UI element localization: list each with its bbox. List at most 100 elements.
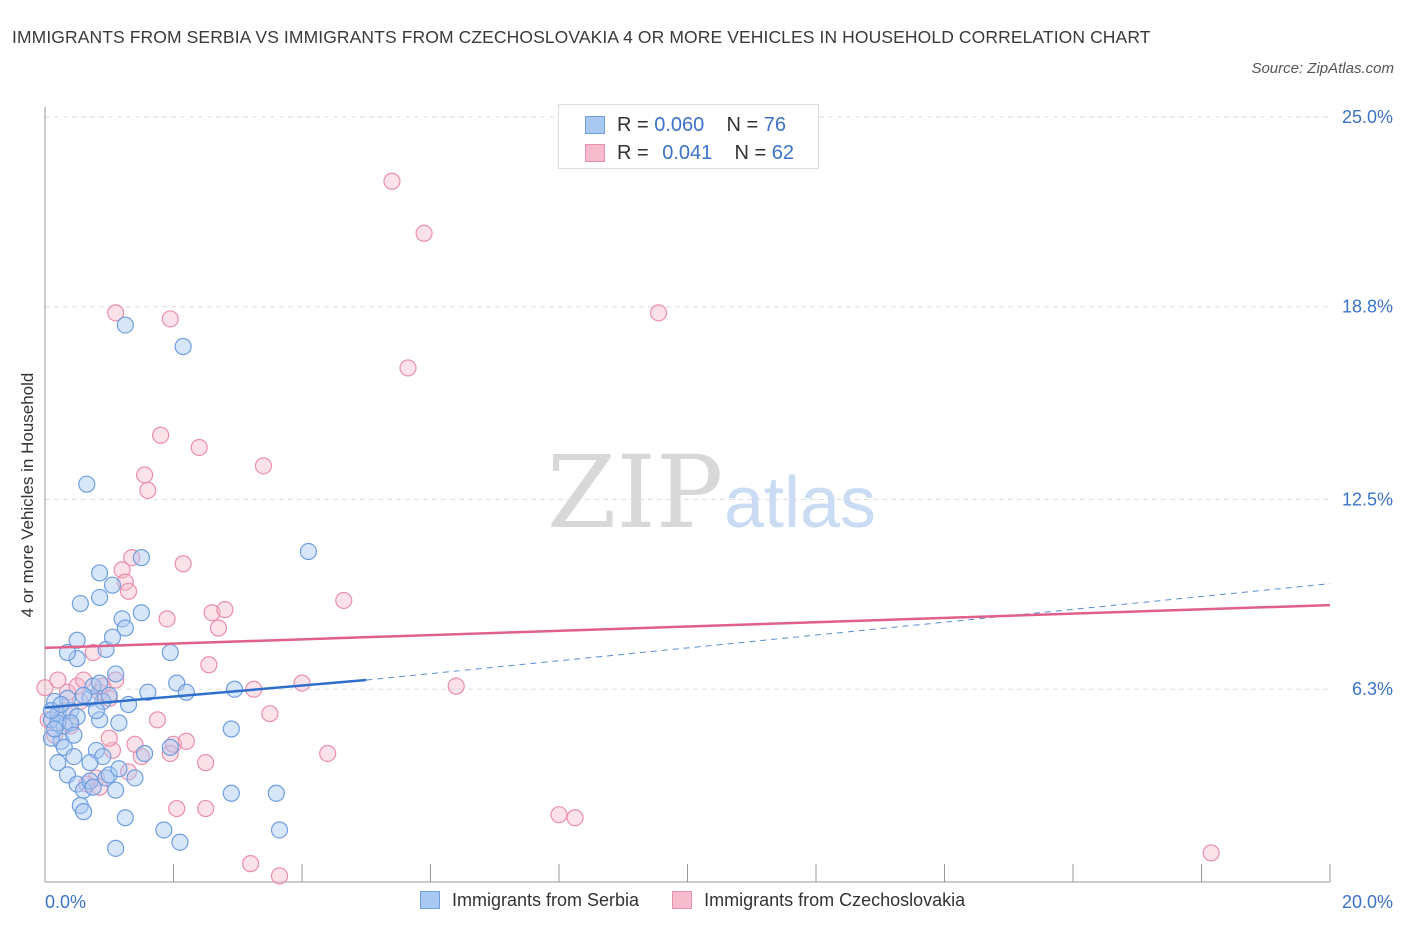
serbia-data-point[interactable] <box>103 576 122 594</box>
serbia-data-point[interactable] <box>110 760 128 778</box>
serbia-data-point[interactable] <box>155 821 173 839</box>
serbia-data-point[interactable] <box>91 564 109 582</box>
serbia-data-point[interactable] <box>68 650 86 668</box>
czech-data-point[interactable] <box>209 619 228 637</box>
czech-data-point[interactable] <box>123 549 141 567</box>
serbia-data-point[interactable] <box>87 702 106 720</box>
serbia-data-point[interactable] <box>113 610 131 628</box>
serbia-data-point[interactable] <box>299 542 318 561</box>
watermark: ZIP atlas <box>547 434 876 551</box>
serbia-data-point[interactable] <box>46 720 64 738</box>
czech-data-point[interactable] <box>148 711 167 729</box>
czech-data-point[interactable] <box>74 671 93 689</box>
czech-data-point[interactable] <box>383 172 401 190</box>
czech-data-point[interactable] <box>132 747 150 766</box>
serbia-data-point[interactable] <box>84 778 102 796</box>
serbia-data-point[interactable] <box>107 665 125 683</box>
czech-data-point[interactable] <box>190 438 208 457</box>
czech-data-point[interactable] <box>319 744 337 763</box>
serbia-data-point[interactable] <box>100 766 118 784</box>
czech-data-point[interactable] <box>161 744 179 763</box>
serbia-data-point[interactable] <box>65 747 83 766</box>
serbia-data-point[interactable] <box>222 784 240 802</box>
serbia-data-point[interactable] <box>132 604 150 622</box>
czech-data-point[interactable] <box>152 426 170 444</box>
czech-data-point[interactable] <box>100 729 118 747</box>
serbia-data-point[interactable] <box>161 643 179 662</box>
czech-data-point[interactable] <box>415 224 433 242</box>
czech-data-point[interactable] <box>91 778 109 796</box>
serbia-data-point[interactable] <box>116 316 134 334</box>
czech-data-point[interactable] <box>84 643 102 662</box>
czech-data-point[interactable] <box>161 310 179 328</box>
czech-data-point[interactable] <box>139 481 157 499</box>
legend-item-czech[interactable]: Immigrants from Czechoslovakia <box>672 890 965 911</box>
czech-data-point[interactable] <box>649 304 668 322</box>
czech-data-point[interactable] <box>447 677 465 695</box>
serbia-data-point[interactable] <box>174 337 192 356</box>
serbia-data-point[interactable] <box>100 686 118 704</box>
czech-data-point[interactable] <box>550 806 568 824</box>
czech-data-point[interactable] <box>197 799 215 818</box>
czech-data-point[interactable] <box>200 656 218 674</box>
serbia-data-point[interactable] <box>107 839 125 857</box>
serbia-data-point[interactable] <box>132 549 150 567</box>
czech-data-point[interactable] <box>49 671 67 689</box>
serbia-data-point[interactable] <box>74 803 93 821</box>
czech-data-point[interactable] <box>107 304 125 322</box>
serbia-data-point[interactable] <box>91 588 109 607</box>
czech-data-point[interactable] <box>203 604 221 622</box>
serbia-data-point[interactable] <box>68 631 86 649</box>
czech-data-point[interactable] <box>119 763 138 781</box>
czech-data-point[interactable] <box>135 466 154 484</box>
czech-data-point[interactable] <box>116 573 134 591</box>
serbia-data-point[interactable] <box>161 738 179 756</box>
serbia-data-point[interactable] <box>81 754 99 772</box>
serbia-data-point[interactable] <box>110 714 128 732</box>
serbia-data-point[interactable] <box>116 809 134 827</box>
serbia-data-point[interactable] <box>177 683 195 701</box>
serbia-data-point[interactable] <box>65 726 83 744</box>
czech-data-point[interactable] <box>293 674 311 692</box>
serbia-data-point[interactable] <box>139 683 157 701</box>
serbia-data-point[interactable] <box>97 769 115 787</box>
czech-data-point[interactable] <box>107 671 125 689</box>
czech-data-point[interactable] <box>168 799 186 818</box>
czech-data-point[interactable] <box>216 601 234 619</box>
serbia-data-point[interactable] <box>91 674 109 692</box>
serbia-data-point[interactable] <box>135 744 154 763</box>
serbia-data-point[interactable] <box>126 769 144 787</box>
serbia-data-point[interactable] <box>91 711 109 729</box>
czech-data-point[interactable] <box>119 582 138 600</box>
czech-data-point[interactable] <box>242 855 260 873</box>
serbia-data-point[interactable] <box>171 833 189 851</box>
serbia-data-point[interactable] <box>107 781 125 799</box>
czech-data-point[interactable] <box>399 359 417 377</box>
czech-data-point[interactable] <box>261 705 279 723</box>
czech-data-point[interactable] <box>36 679 54 697</box>
serbia-data-point[interactable] <box>71 594 89 613</box>
czech-data-point[interactable] <box>197 754 215 772</box>
serbia-data-point[interactable] <box>225 680 244 698</box>
serbia-data-point[interactable] <box>270 821 289 839</box>
serbia-data-point[interactable] <box>74 686 93 704</box>
czech-data-point[interactable] <box>177 732 195 750</box>
serbia-data-point[interactable] <box>68 775 86 793</box>
czech-data-point[interactable] <box>158 610 176 628</box>
czech-data-point[interactable] <box>164 735 183 753</box>
czech-data-point[interactable] <box>174 555 192 573</box>
czech-data-point[interactable] <box>566 809 584 827</box>
czech-data-point[interactable] <box>335 591 353 610</box>
serbia-data-point[interactable] <box>267 784 285 802</box>
serbia-data-point[interactable] <box>116 619 134 637</box>
czech-data-point[interactable] <box>1202 844 1220 862</box>
czech-data-point[interactable] <box>254 457 273 475</box>
legend-item-serbia[interactable]: Immigrants from Serbia <box>420 890 639 911</box>
serbia-data-point[interactable] <box>222 720 240 738</box>
serbia-data-point[interactable] <box>68 708 86 726</box>
serbia-data-point[interactable] <box>78 475 96 493</box>
serbia-data-point[interactable] <box>49 754 67 772</box>
serbia-data-point[interactable] <box>42 729 61 747</box>
czech-data-point[interactable] <box>270 867 289 885</box>
